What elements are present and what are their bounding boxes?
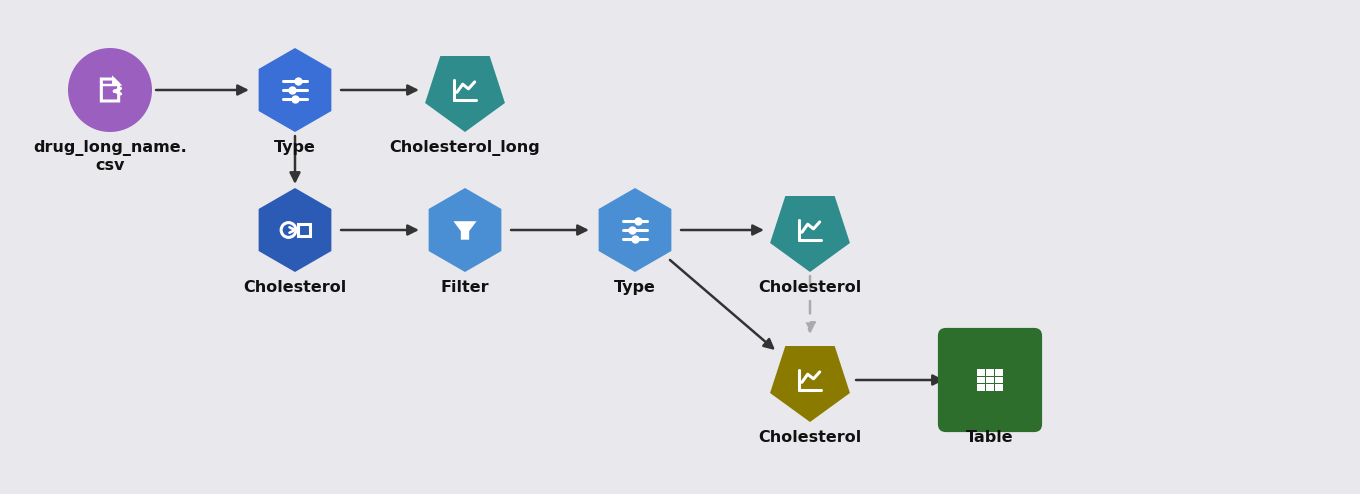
Text: Cholesterol: Cholesterol [759,280,862,295]
Circle shape [68,48,152,132]
FancyBboxPatch shape [996,384,1004,391]
Text: Cholesterol: Cholesterol [243,280,347,295]
FancyBboxPatch shape [976,369,985,375]
Polygon shape [770,346,850,422]
Text: Table: Table [966,430,1013,445]
Text: Cholesterol_long: Cholesterol_long [389,140,540,156]
Polygon shape [258,48,332,132]
FancyBboxPatch shape [986,369,994,375]
Polygon shape [598,188,672,272]
Polygon shape [258,188,332,272]
Text: Type: Type [275,140,316,155]
FancyBboxPatch shape [976,384,985,391]
FancyBboxPatch shape [976,376,985,383]
Polygon shape [453,221,476,240]
Polygon shape [770,196,850,272]
FancyBboxPatch shape [986,384,994,391]
Text: Type: Type [615,280,656,295]
Text: drug_long_name.
csv: drug_long_name. csv [33,140,186,173]
Text: Cholesterol: Cholesterol [759,430,862,445]
Polygon shape [428,188,502,272]
Text: Filter: Filter [441,280,490,295]
FancyBboxPatch shape [938,328,1042,432]
FancyBboxPatch shape [986,376,994,383]
FancyBboxPatch shape [996,376,1004,383]
FancyBboxPatch shape [996,369,1004,375]
Polygon shape [426,56,505,132]
